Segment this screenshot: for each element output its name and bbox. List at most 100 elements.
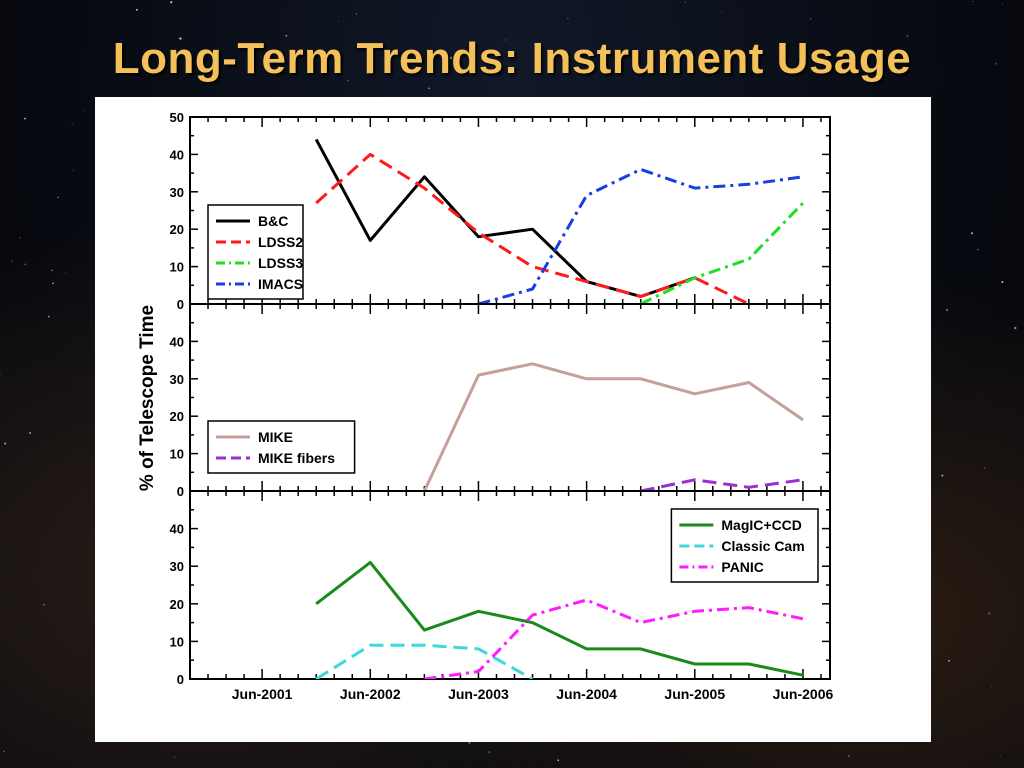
x-tick-label: Jun-2003	[448, 686, 509, 702]
subplot-3: 0 10 20 30 40 MagIC+CCD Classic Cam PANIC	[170, 490, 831, 687]
star	[2, 750, 5, 753]
star	[1002, 3, 1003, 5]
y-tick-label: 50	[170, 110, 184, 125]
legend: B&C LDSS2 LDSS3 IMACS	[207, 204, 304, 300]
y-tick-label: 30	[170, 372, 184, 387]
series-line-mike-fibers	[640, 478, 804, 491]
legend-entry: LDSS2	[258, 234, 303, 250]
star	[43, 603, 46, 606]
star	[52, 282, 54, 285]
star	[488, 750, 491, 754]
star	[720, 10, 722, 12]
y-tick-label: 10	[170, 634, 184, 649]
star	[988, 612, 991, 615]
star	[355, 13, 358, 15]
star	[948, 659, 951, 662]
star	[4, 442, 7, 445]
series-line-b-c	[314, 138, 696, 298]
star	[567, 17, 569, 20]
star	[65, 272, 67, 274]
star	[669, 5, 671, 7]
star	[428, 87, 430, 90]
legend-entry: IMACS	[258, 276, 303, 292]
x-tick-label: Jun-2005	[664, 686, 725, 702]
star	[972, 580, 974, 582]
x-tick-label: Jun-2006	[773, 686, 834, 702]
legend: MIKE MIKE fibers	[207, 420, 356, 474]
y-axis-label: % of Telescope Time	[137, 305, 158, 491]
star	[977, 248, 979, 251]
star	[24, 263, 27, 266]
star	[173, 756, 176, 758]
star	[299, 94, 301, 96]
star	[906, 35, 909, 38]
y-tick-label: 0	[177, 297, 184, 312]
star	[990, 685, 992, 687]
series-line-imacs	[478, 167, 804, 304]
legend-entry: Classic Cam	[721, 538, 804, 554]
legend-entry: PANIC	[721, 559, 764, 575]
star	[18, 237, 21, 239]
star	[984, 467, 986, 469]
y-tick-label: 20	[170, 222, 184, 237]
star	[672, 58, 674, 60]
star	[388, 68, 391, 71]
star	[72, 169, 74, 171]
subplot-2: 0 10 20 30 40 MIKE MIKE fibers	[170, 303, 831, 499]
y-tick-label: 0	[177, 672, 184, 687]
slide-title: Long-Term Trends: Instrument Usage	[112, 34, 912, 83]
star	[982, 394, 983, 396]
series-line-ldss3	[640, 201, 805, 304]
series-line-magic-ccd	[315, 560, 804, 677]
star	[1014, 326, 1017, 330]
star	[29, 432, 32, 434]
star	[439, 51, 441, 52]
star	[970, 232, 974, 235]
star	[634, 76, 635, 77]
y-tick-label: 20	[170, 409, 184, 424]
star	[13, 187, 15, 189]
star	[999, 754, 1002, 757]
series-line-ldss2	[315, 152, 750, 304]
y-tick-label: 20	[170, 597, 184, 612]
star	[170, 1, 173, 4]
y-tick-label: 40	[170, 147, 184, 162]
star	[449, 56, 452, 60]
star	[847, 755, 850, 758]
star	[0, 373, 1, 375]
series-line-classic-cam	[315, 643, 534, 679]
legend: MagIC+CCD Classic Cam PANIC	[670, 508, 819, 583]
star	[24, 117, 26, 120]
star	[71, 123, 73, 125]
y-tick-label: 10	[170, 260, 184, 275]
y-tick-label: 10	[170, 447, 184, 462]
legend-entry: MIKE fibers	[258, 450, 335, 466]
star	[505, 39, 507, 41]
star	[941, 474, 944, 477]
star	[172, 28, 174, 30]
star	[135, 8, 138, 11]
y-tick-label: 40	[170, 334, 184, 349]
star	[684, 1, 686, 3]
y-tick-label: 30	[170, 185, 184, 200]
x-tick-label: Jun-2002	[340, 686, 401, 702]
star	[10, 260, 13, 263]
star	[809, 18, 812, 20]
star	[179, 37, 182, 40]
x-tick-label: Jun-2001	[232, 686, 293, 702]
legend-entry: B&C	[258, 213, 288, 229]
star	[557, 759, 560, 762]
y-tick-label: 30	[170, 559, 184, 574]
star	[994, 62, 997, 65]
chart-panel: 0 10 20 30 40 50 B&C LDSS2 LDSS3 IMACS 0 10 20 30 40 MI…	[95, 97, 931, 742]
star	[51, 269, 53, 271]
y-tick-label: 0	[177, 484, 184, 499]
subplot-1: 0 10 20 30 40 50 B&C LDSS2 LDSS3 IMACS	[170, 110, 831, 312]
instrument-usage-chart: 0 10 20 30 40 50 B&C LDSS2 LDSS3 IMACS 0 10 20 30 40 MI…	[137, 110, 834, 702]
series-line-mike	[423, 362, 804, 491]
star	[468, 741, 471, 744]
legend-entry: MagIC+CCD	[721, 517, 802, 533]
legend-entry: MIKE	[258, 429, 293, 445]
legend-entry: LDSS3	[258, 255, 303, 271]
star	[972, 0, 974, 2]
